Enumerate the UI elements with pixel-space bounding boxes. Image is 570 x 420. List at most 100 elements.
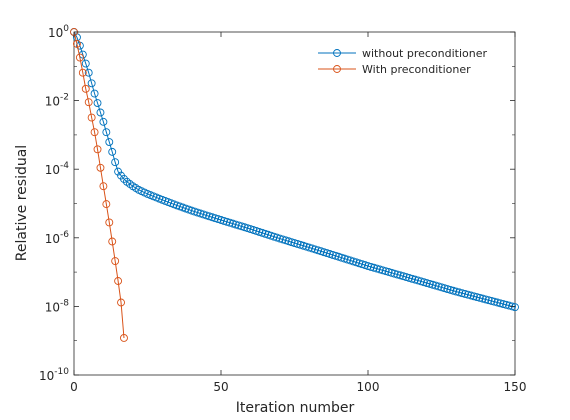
data-point — [496, 299, 505, 308]
data-point — [102, 200, 111, 209]
data-point — [455, 288, 464, 297]
data-point — [452, 287, 461, 296]
series-1 — [70, 28, 128, 342]
data-point — [93, 145, 102, 154]
data-point — [487, 297, 496, 305]
data-point — [117, 298, 125, 307]
data-point — [493, 298, 502, 307]
data-point — [99, 182, 108, 191]
series-0 — [70, 28, 519, 312]
data-point — [466, 291, 475, 300]
data-point — [437, 283, 446, 292]
data-point — [428, 280, 437, 289]
data-point — [443, 285, 452, 293]
data-point — [364, 262, 372, 271]
data-point — [461, 289, 469, 298]
data-point — [87, 79, 96, 88]
data-point — [390, 269, 399, 278]
plot-area — [73, 31, 516, 376]
data-point — [111, 257, 120, 265]
data-point — [434, 282, 443, 291]
data-point — [478, 294, 487, 303]
data-point — [372, 264, 381, 273]
x-axis-title: Iteration number — [236, 400, 355, 416]
data-point — [375, 265, 384, 274]
data-point — [402, 273, 411, 282]
data-point — [393, 270, 402, 279]
ticks-layer: 0 50 100 150 100 10-2 10-4 10-6 10-8 10-10 — [39, 24, 526, 394]
data-point — [458, 289, 467, 298]
data-point — [108, 147, 117, 156]
data-point — [464, 290, 472, 299]
data-point — [502, 300, 511, 309]
y-tick-label: 100 — [48, 24, 69, 40]
data-point — [108, 237, 117, 246]
data-point — [84, 98, 93, 107]
data-point — [120, 174, 128, 183]
data-point — [381, 267, 390, 276]
data-point — [120, 334, 128, 342]
data-point — [511, 303, 519, 312]
data-point — [425, 279, 434, 288]
data-point — [490, 297, 499, 306]
data-point — [469, 292, 478, 301]
legend-label: without preconditioner — [362, 47, 488, 60]
data-point — [114, 277, 123, 285]
data-point — [114, 167, 123, 176]
series-layer — [70, 28, 519, 342]
data-point — [508, 302, 517, 311]
x-tick-label: 0 — [70, 380, 78, 394]
y-tick-label: 10-2 — [45, 93, 69, 109]
data-point — [387, 268, 396, 277]
data-point — [105, 218, 114, 227]
data-point — [399, 272, 408, 281]
data-point — [93, 99, 102, 107]
data-point — [384, 268, 393, 276]
y-tick-label: 10-10 — [39, 367, 69, 383]
data-point — [75, 53, 84, 62]
data-point — [81, 59, 90, 68]
x-tick-label: 50 — [213, 380, 228, 394]
data-point — [505, 301, 514, 310]
data-point — [422, 279, 431, 287]
x-tick-label: 150 — [504, 380, 527, 394]
data-point — [419, 278, 428, 287]
data-point — [366, 262, 375, 271]
y-tick-label: 10-6 — [45, 230, 70, 246]
data-point — [440, 284, 449, 293]
data-point — [96, 108, 105, 117]
legend-marker — [333, 49, 341, 57]
data-point — [499, 300, 508, 309]
data-point — [72, 39, 81, 48]
data-point — [105, 138, 114, 146]
data-point — [90, 128, 99, 137]
data-point — [96, 163, 105, 172]
data-point — [411, 275, 419, 284]
data-point — [405, 273, 414, 282]
data-point — [416, 277, 425, 286]
data-point — [449, 286, 458, 295]
data-point — [472, 293, 481, 302]
data-point — [84, 68, 93, 77]
data-point — [87, 113, 96, 122]
y-tick-label: 10-4 — [45, 161, 70, 177]
y-tick-label: 10-8 — [45, 298, 70, 314]
data-point — [481, 295, 490, 304]
x-tick-label: 100 — [357, 380, 380, 394]
data-point — [396, 271, 405, 280]
legend: without preconditioner With preconditione… — [318, 47, 488, 76]
data-point — [90, 89, 99, 98]
y-axis-title: Relative residual — [14, 145, 30, 261]
data-point — [414, 276, 422, 285]
data-point — [431, 281, 440, 290]
data-point — [475, 293, 484, 302]
data-point — [78, 68, 87, 77]
data-point — [378, 266, 387, 275]
legend-marker — [333, 65, 341, 73]
data-point — [408, 274, 417, 283]
data-point — [369, 263, 378, 272]
data-point — [81, 84, 90, 93]
data-point — [111, 158, 120, 167]
data-point — [446, 285, 455, 294]
